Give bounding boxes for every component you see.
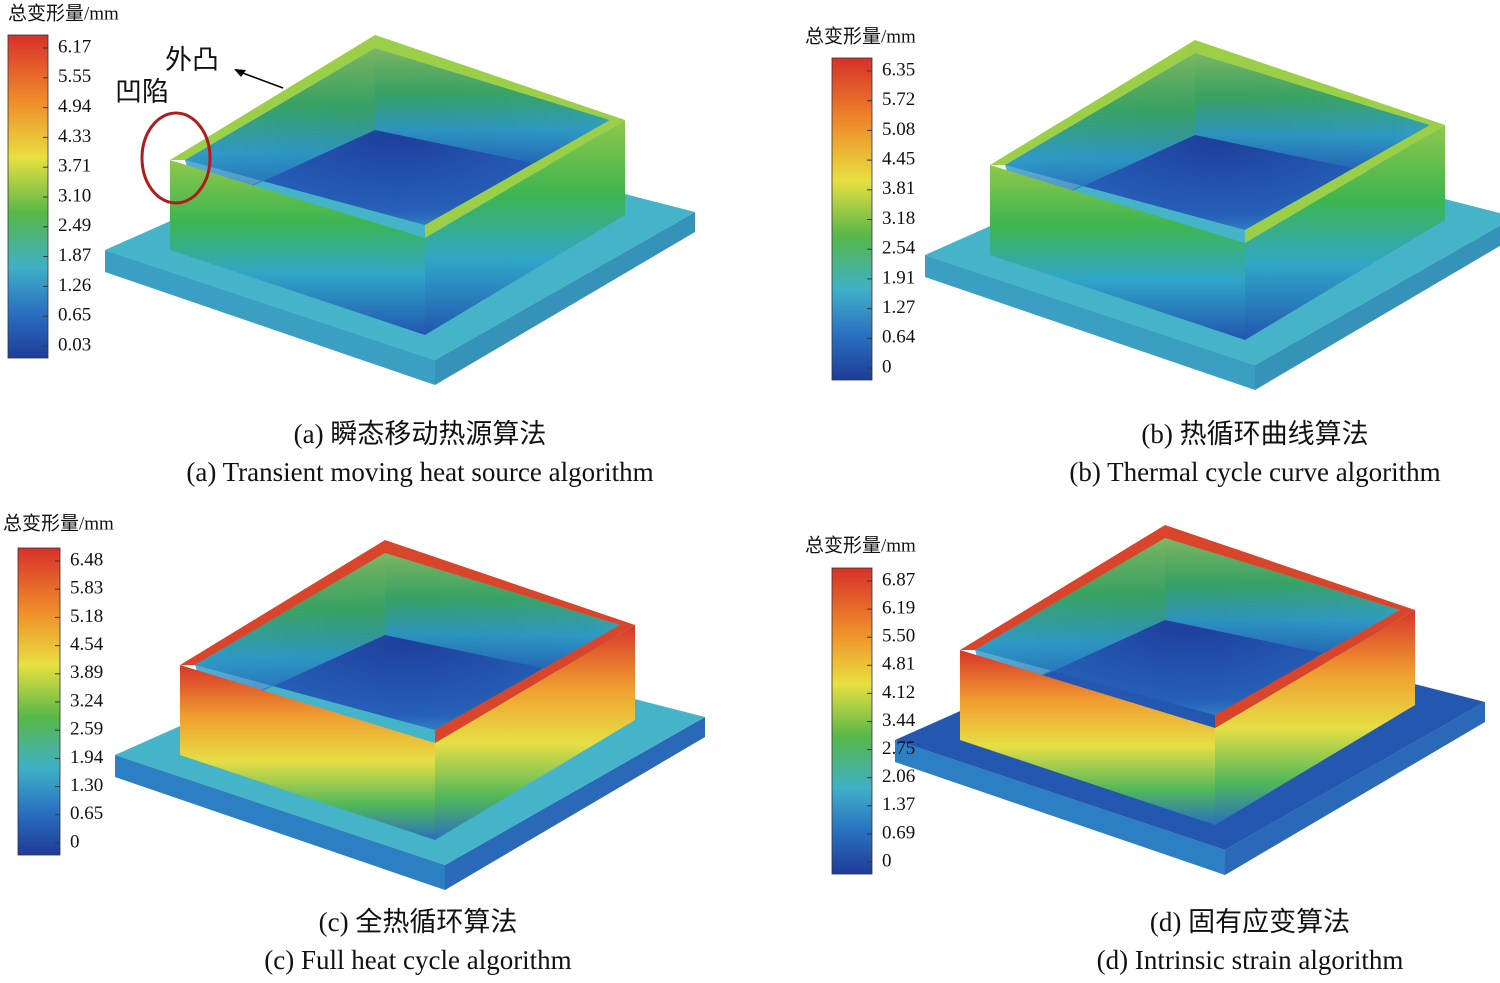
- colorbar-label: 6.87: [882, 569, 915, 590]
- caption: (a) 瞬态移动热源算法: [294, 419, 547, 449]
- colorbar-label: 3.89: [70, 662, 103, 683]
- colorbar-label: 5.50: [882, 626, 915, 647]
- colorbar-label: 3.18: [882, 208, 915, 229]
- colorbar-label: 3.24: [70, 690, 104, 711]
- caption: (d) 固有应变算法: [1150, 907, 1350, 937]
- colorbar-label: 3.71: [58, 156, 91, 177]
- inner-wall: [1165, 538, 1400, 665]
- inner-wall: [1005, 53, 1195, 215]
- colorbar-label: 3.44: [882, 710, 916, 731]
- caption: (a) Transient moving heat source algorit…: [186, 457, 653, 487]
- colorbar: [7, 34, 49, 359]
- caption: (b) Thermal cycle curve algorithm: [1069, 457, 1440, 487]
- wall: [1245, 125, 1445, 340]
- colorbar-label: 3.81: [882, 178, 915, 199]
- legend-title: 总变形量/mm: [805, 25, 916, 47]
- dent-marker: [140, 111, 212, 205]
- arrow-head: [234, 69, 246, 77]
- colorbar-label: 1.27: [882, 297, 915, 318]
- colorbar-label: 0.64: [882, 327, 916, 348]
- colorbar-label: 1.30: [70, 775, 103, 796]
- legend-title: 总变形量/mm: [805, 534, 916, 556]
- arrow: [239, 71, 284, 89]
- inner-wall: [385, 553, 620, 680]
- colorbar-label: 2.49: [58, 215, 91, 236]
- wall: [170, 160, 425, 335]
- colorbar-label: 4.94: [58, 96, 92, 117]
- colorbar-label: 6.35: [882, 59, 915, 80]
- colorbar-label: 5.08: [882, 119, 915, 140]
- plate-side: [105, 250, 435, 385]
- plate-side: [445, 717, 705, 890]
- plate-side: [1255, 225, 1500, 390]
- plate-side: [1225, 702, 1485, 875]
- inner-wall: [195, 553, 385, 715]
- colorbar: [17, 547, 61, 856]
- colorbar-label: 6.19: [882, 597, 915, 618]
- rim: [990, 40, 1445, 243]
- colorbar-label: 2.06: [882, 766, 915, 787]
- annotation: 外凸: [165, 45, 219, 75]
- colorbar-label: 1.87: [58, 245, 91, 266]
- legend-title: 总变形量/mm: [3, 512, 114, 534]
- wall: [960, 650, 1215, 825]
- colorbar-label: 5.18: [70, 606, 103, 627]
- inner-wall: [1195, 53, 1430, 180]
- colorbar-label: 0: [882, 850, 892, 871]
- inner-wall: [375, 48, 610, 175]
- annotation: 凹陷: [115, 77, 169, 107]
- colorbar-label: 0.65: [58, 305, 91, 326]
- inner-wall: [975, 538, 1165, 700]
- colorbar-label: 4.12: [882, 682, 915, 703]
- colorbar-label: 1.26: [58, 275, 91, 296]
- colorbar-label: 4.54: [70, 634, 104, 655]
- inner-wall: [185, 48, 375, 210]
- colorbar-label: 5.55: [58, 66, 91, 87]
- colorbar-label: 6.17: [58, 36, 91, 57]
- colorbar-label: 0: [882, 356, 892, 377]
- legend-title: 总变形量/mm: [8, 2, 119, 24]
- colorbar-label: 1.94: [70, 747, 104, 768]
- wall: [435, 625, 635, 840]
- colorbar-label: 0: [70, 831, 80, 852]
- wall: [990, 165, 1245, 340]
- wall: [180, 665, 435, 840]
- wall: [425, 120, 625, 335]
- wall: [1215, 610, 1415, 825]
- colorbar-label: 2.59: [70, 719, 103, 740]
- colorbar-label: 1.37: [882, 794, 915, 815]
- rim: [170, 35, 625, 238]
- colorbar-label: 3.10: [58, 185, 91, 206]
- colorbar: [831, 57, 873, 381]
- colorbar-label: 0.65: [70, 803, 103, 824]
- rim: [180, 540, 635, 743]
- colorbar-label: 4.81: [882, 654, 915, 675]
- colorbar-label: 0.03: [58, 334, 91, 355]
- colorbar-label: 4.45: [882, 148, 915, 169]
- colorbar-label: 2.75: [882, 738, 915, 759]
- caption: (b) 热循环曲线算法: [1141, 419, 1368, 449]
- colorbar-label: 0.69: [882, 822, 915, 843]
- plate-side: [115, 755, 445, 890]
- colorbar: [831, 567, 873, 875]
- colorbar-label: 4.33: [58, 126, 91, 147]
- colorbar-label: 5.72: [882, 89, 915, 110]
- plate-side: [925, 255, 1255, 390]
- colorbar-label: 1.91: [882, 267, 915, 288]
- rim: [960, 525, 1415, 728]
- caption: (c) Full heat cycle algorithm: [264, 945, 571, 975]
- plate-side: [895, 740, 1225, 875]
- colorbar-label: 2.54: [882, 238, 916, 259]
- plate-side: [435, 212, 695, 385]
- caption: (c) 全热循环算法: [319, 907, 518, 937]
- colorbar-label: 5.83: [70, 578, 103, 599]
- colorbar-label: 6.48: [70, 549, 103, 570]
- caption: (d) Intrinsic strain algorithm: [1097, 945, 1404, 975]
